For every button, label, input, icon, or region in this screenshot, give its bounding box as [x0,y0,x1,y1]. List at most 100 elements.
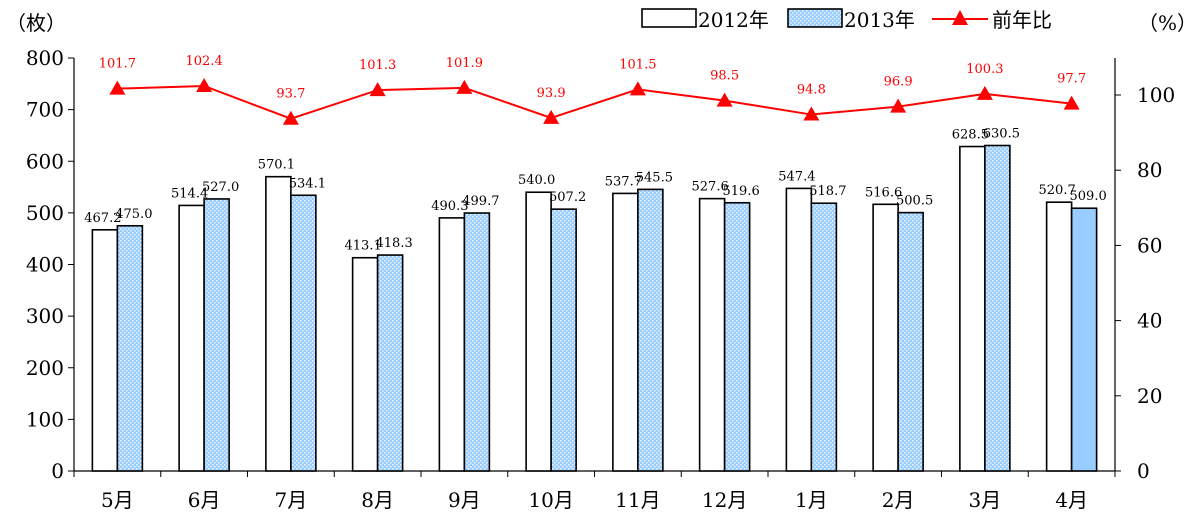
left-tick-label: 600 [26,149,64,173]
left-tick-label: 700 [26,98,64,122]
x-tick-label: 2月 [882,488,915,512]
bar-2012 [178,204,205,472]
ratio-point [976,85,993,100]
ratio-label: 102.4 [186,54,223,69]
right-tick-label: 0 [1137,459,1150,483]
right-tick-label: 40 [1137,309,1162,333]
bar-2012-label: 520.7 [1039,183,1076,198]
left-tick-label: 800 [26,46,64,70]
left-tick-label: 500 [26,201,64,225]
ratio-point [803,106,820,121]
bar-2013-label: 519.6 [723,184,760,199]
bar-2013-label: 518.7 [809,184,846,199]
x-tick-label: 12月 [702,488,747,512]
ratio-label: 97.7 [1057,72,1086,87]
ratio-label: 96.9 [884,75,913,90]
bar-2013-label: 534.1 [289,176,326,191]
bar-2012 [91,229,119,472]
legend-label-2012: 2012年 [698,8,769,32]
ratio-point [369,82,386,97]
ratio-point [716,92,733,107]
left-tick-label: 0 [51,459,64,483]
x-tick-label: 11月 [615,488,660,512]
x-tick-label: 3月 [969,488,1002,512]
x-tick-label: 8月 [361,488,394,512]
ratio-label: 98.5 [710,69,739,84]
ratio-point [456,79,473,94]
x-tick-label: 4月 [1055,488,1088,512]
x-tick-label: 9月 [448,488,481,512]
x-tick-label: 1月 [795,488,828,512]
bar-2012 [612,192,639,472]
bar-2012-label: 514.4 [171,186,208,201]
ratio-point [282,110,299,125]
bar-2013 [116,224,144,472]
left-tick-label: 100 [26,407,64,431]
legend-swatch-2012 [641,8,697,28]
ratio-label: 101.5 [619,57,656,72]
legend-label-ratio: 前年比 [992,8,1052,32]
bar-2013 [810,202,838,472]
bar-2012 [351,256,379,472]
bar-2013-label: 418.3 [376,236,413,251]
ratio-point [629,81,646,96]
bar-2012-label: 467.2 [84,211,121,226]
ratio-point [109,80,126,95]
bar-2013-label: 545.5 [636,170,673,185]
ratio-line [109,77,1080,125]
ratio-label: 101.9 [446,56,483,71]
bar-2013 [203,198,230,472]
bars [91,144,1098,472]
bar-2013-label: 499.7 [462,194,499,209]
bar-2013-label: 500.5 [896,194,933,209]
x-tick-label: 5月 [101,488,134,512]
x-tick-label: 7月 [275,488,308,512]
right-tick-label: 60 [1137,233,1162,257]
ratio-point [1063,95,1080,110]
bar-2012 [785,187,813,472]
bar-2012-label: 413.1 [345,239,382,254]
bar-2012 [1045,201,1073,472]
right-tick-label: 20 [1137,384,1162,408]
bar-2012 [265,175,292,472]
ratio-label: 101.3 [359,58,396,73]
bar-2013 [290,194,317,472]
bar-2012 [438,217,466,472]
ratio-line-path [117,84,1072,120]
ratio-point [890,98,907,113]
bar-2013 [1070,207,1098,472]
bar-2013 [984,144,1011,472]
bar-2013 [376,254,404,472]
bar-2012 [872,203,899,472]
legend-swatch-2013 [787,8,843,28]
legend: 2012年 2013年 前年比 [641,8,1052,32]
ratio-label: 93.9 [537,86,566,101]
ratio-label: 93.7 [276,87,305,102]
bar-2013-label: 475.0 [115,207,152,222]
left-tick-label: 400 [26,253,64,277]
bar-2013 [723,201,751,472]
bar-2012-label: 537.7 [605,174,642,189]
ratio-label: 101.7 [99,57,136,72]
ratio-point [196,77,213,92]
legend-label-2013: 2013年 [844,8,915,32]
bar-2013 [637,188,664,472]
right-tick-label: 100 [1137,83,1175,107]
ratio-label: 94.8 [797,83,826,98]
right-tick-label: 80 [1137,158,1162,182]
ratio-point [543,109,560,124]
bar-2012-label: 570.1 [258,158,295,173]
right-axis-unit: （%） [1138,11,1189,35]
bar-2012-label: 540.0 [518,173,555,188]
x-tick-label: 10月 [528,488,573,512]
bar-2013-label: 527.0 [202,180,239,195]
x-tick-label: 6月 [188,488,221,512]
left-tick-label: 300 [26,304,64,328]
bar-2012 [698,197,726,472]
bar-2012-label: 516.6 [865,185,902,200]
left-tick-label: 200 [26,356,64,380]
bar-2013-label: 509.0 [1070,189,1107,204]
bar-2012-label: 527.6 [692,180,729,195]
